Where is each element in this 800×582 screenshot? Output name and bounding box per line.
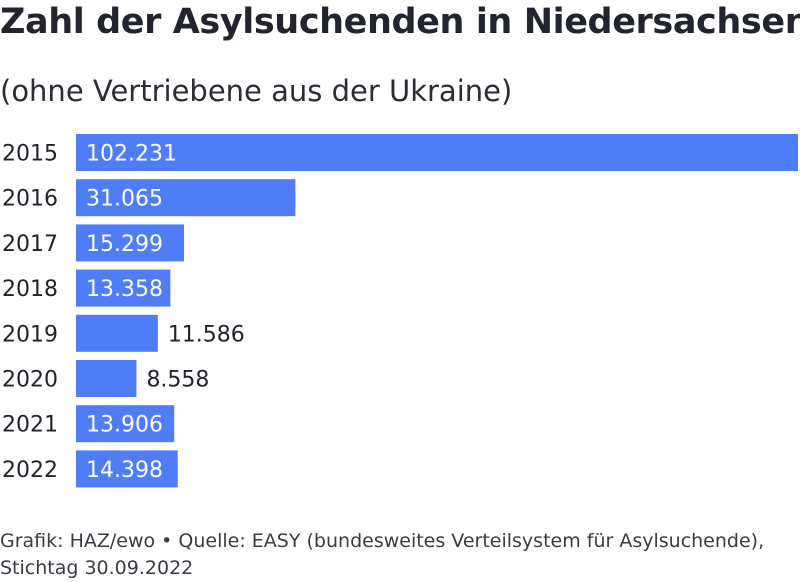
- category-label-2015: 2015: [2, 142, 58, 167]
- category-label-2021: 2021: [2, 413, 58, 438]
- footer-line-1: Grafik: HAZ/ewo • Quelle: EASY (bundeswe…: [0, 530, 765, 552]
- bar-2017: [76, 224, 185, 262]
- category-label-2020: 2020: [2, 368, 58, 393]
- value-label-2019: 11.586: [168, 322, 245, 347]
- chart-subtitle: (ohne Vertriebene aus der Ukraine): [0, 74, 513, 108]
- bar-2020: [76, 360, 137, 397]
- bar-2021: [76, 405, 175, 443]
- bar-2015: [76, 134, 798, 171]
- category-label-2018: 2018: [2, 277, 58, 302]
- bar-chart: 2015 102.231 2016 31.065 2017 15.299 2018 13.35…: [2, 134, 798, 488]
- value-label-2021: 13.906: [86, 413, 163, 438]
- source-footer: Grafik: HAZ/ewo • Quelle: EASY (bundeswe…: [0, 528, 800, 582]
- category-label-2017: 2017: [2, 232, 58, 257]
- category-label-2019: 2019: [2, 322, 58, 347]
- value-label-2022: 14.398: [86, 458, 163, 483]
- value-label-2016: 31.065: [86, 187, 163, 212]
- category-label-2022: 2022: [2, 458, 58, 483]
- value-label-2017: 15.299: [86, 232, 163, 257]
- bar-2019: [76, 314, 158, 352]
- footer-line-2: Stichtag 30.09.2022: [0, 557, 194, 579]
- chart-title: Zahl der Asylsuchenden in Niedersachsen: [0, 2, 800, 42]
- category-label-2016: 2016: [2, 187, 58, 212]
- value-label-2015: 102.231: [86, 142, 177, 167]
- value-label-2018: 13.358: [86, 277, 163, 302]
- value-label-2020: 8.558: [146, 368, 209, 393]
- bar-2018: [76, 269, 171, 307]
- bar-2016: [76, 179, 296, 217]
- bar-2022: [76, 450, 178, 488]
